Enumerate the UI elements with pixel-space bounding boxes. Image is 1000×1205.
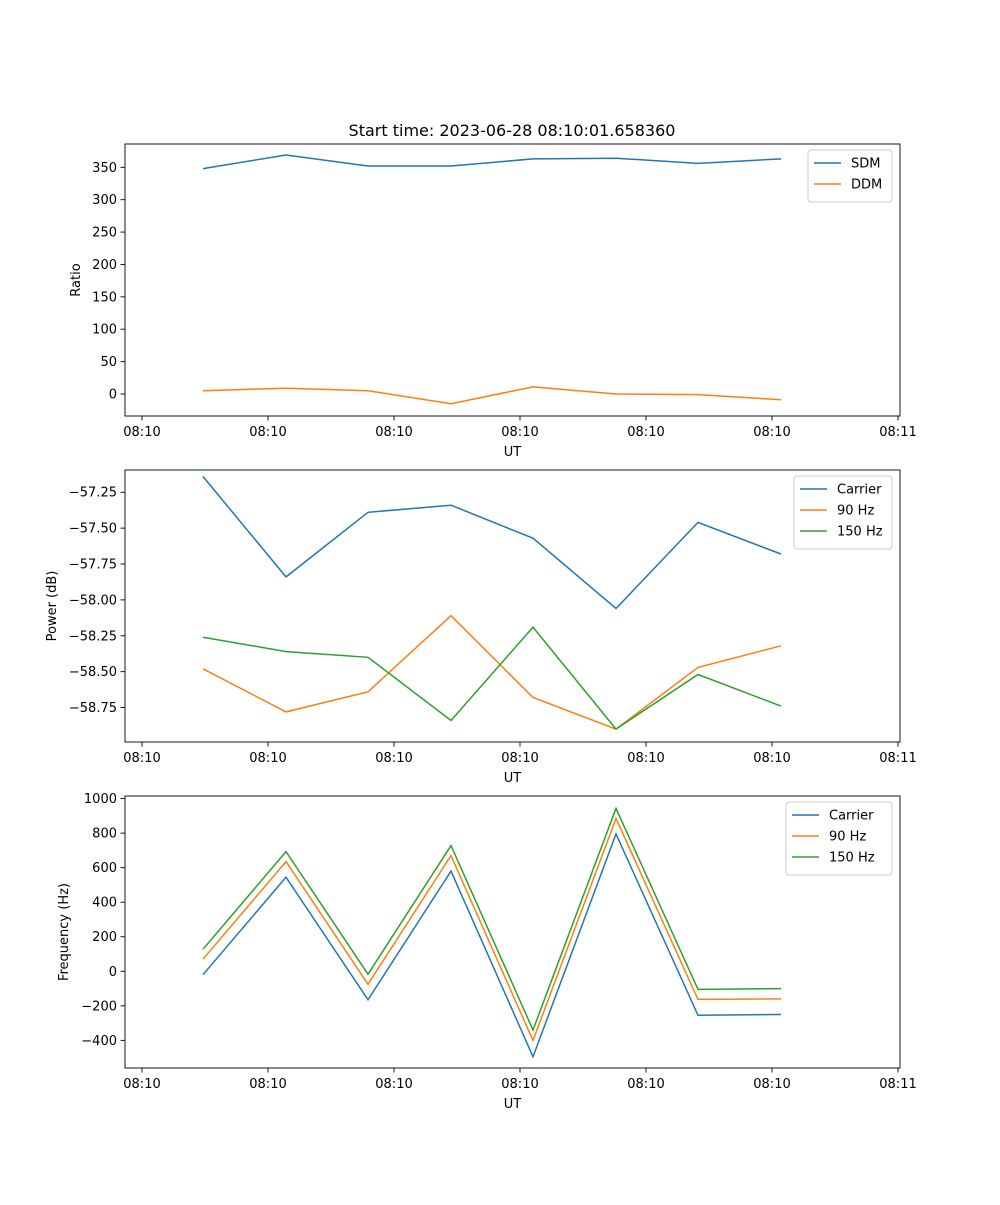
panel2-x-tick-label: 08:10 (249, 751, 286, 766)
panel3-y-tick-label: 800 (92, 827, 117, 842)
panel3-x-tick-label: 08:10 (627, 1077, 664, 1092)
panel3-y-axis-label: Frequency (Hz) (57, 883, 72, 981)
panel3-legend-label: 150 Hz (829, 851, 875, 866)
panel1-y-axis-label: Ratio (69, 263, 84, 296)
panel2-y-tick-label: −57.75 (69, 558, 117, 573)
panel2-x-tick-label: 08:10 (753, 751, 790, 766)
panel1-x-tick-label: 08:10 (501, 425, 538, 440)
panel1-y-tick-label: 200 (92, 258, 117, 273)
panel1-series-sdm-line (202, 154, 782, 170)
panel3-x-tick-label: 08:10 (249, 1077, 286, 1092)
panel2-series-carrier-line (202, 476, 782, 610)
panel2-x-tick-label: 08:10 (501, 751, 538, 766)
panel3-y-tick-label: 1000 (84, 792, 117, 807)
panel2-axes-frame (124, 469, 901, 743)
panel1-y-tick-label: 50 (100, 355, 117, 370)
panel3-x-tick-label: 08:10 (375, 1077, 412, 1092)
panel1-y-tick-label: 100 (92, 323, 117, 338)
panel3-x-tick-label: 08:10 (753, 1077, 790, 1092)
panel1-legend-label: DDM (851, 178, 882, 193)
panel3-y-tick-label: −400 (81, 1034, 117, 1049)
chart-title: Start time: 2023-06-28 08:10:01.658360 (349, 121, 676, 140)
panel2-legend-label: 150 Hz (837, 525, 883, 540)
panel1-y-tick-label: 250 (92, 226, 117, 241)
panel3-legend-label: Carrier (829, 809, 874, 824)
panel2-y-tick-label: −57.25 (69, 486, 117, 501)
panel1-x-tick-label: 08:11 (879, 425, 916, 440)
panel1-axes-frame (124, 143, 901, 417)
panel3-x-axis-label: UT (504, 1097, 522, 1112)
panel2-x-tick-label: 08:11 (879, 751, 916, 766)
panel2-series-90-hz-line (202, 614, 782, 730)
panel2-y-tick-label: −58.25 (69, 629, 117, 644)
panel1-x-tick-label: 08:10 (627, 425, 664, 440)
panel3-series-90-hz-line (202, 816, 782, 1043)
panel2-y-tick-label: −58.75 (69, 701, 117, 716)
panel3-legend-label: 90 Hz (829, 830, 866, 845)
panel3-x-tick-label: 08:10 (123, 1077, 160, 1092)
panel3-y-tick-label: 200 (92, 930, 117, 945)
panel2-x-axis-label: UT (504, 771, 522, 786)
panel1-y-tick-label: 300 (92, 193, 117, 208)
panel2-y-tick-label: −57.50 (69, 522, 117, 537)
panel1-x-tick-label: 08:10 (375, 425, 412, 440)
panel3-x-tick-label: 08:11 (879, 1077, 916, 1092)
panel1-x-tick-label: 08:10 (123, 425, 160, 440)
panel2-legend-label: 90 Hz (837, 504, 874, 519)
panel2-y-tick-label: −58.50 (69, 665, 117, 680)
panel3-axes-frame (124, 795, 901, 1069)
panel2-series-150-hz-line (202, 626, 782, 731)
panel2-y-axis-label: Power (dB) (45, 571, 60, 642)
panel2-x-tick-label: 08:10 (375, 751, 412, 766)
panel3-series-150-hz-line (202, 806, 782, 1032)
panel1-y-tick-label: 0 (109, 387, 117, 402)
panel1-legend-label: SDM (851, 157, 880, 172)
panel1-y-tick-label: 350 (92, 161, 117, 176)
panel2-x-tick-label: 08:10 (123, 751, 160, 766)
panel3-x-tick-label: 08:10 (501, 1077, 538, 1092)
panel1-series-ddm-line (202, 386, 782, 405)
panel1-x-tick-label: 08:10 (753, 425, 790, 440)
panel3-y-tick-label: 600 (92, 861, 117, 876)
panel1-y-tick-label: 150 (92, 290, 117, 305)
panel3-y-tick-label: 400 (92, 896, 117, 911)
panel2-legend-label: Carrier (837, 483, 882, 498)
panel1-x-axis-label: UT (504, 445, 522, 460)
panel2-y-tick-label: −58.00 (69, 593, 117, 608)
panel2-x-tick-label: 08:10 (627, 751, 664, 766)
panel3-series-carrier-line (202, 832, 782, 1059)
panel1-x-tick-label: 08:10 (249, 425, 286, 440)
panel3-y-tick-label: 0 (109, 965, 117, 980)
panel3-y-tick-label: −200 (81, 999, 117, 1014)
